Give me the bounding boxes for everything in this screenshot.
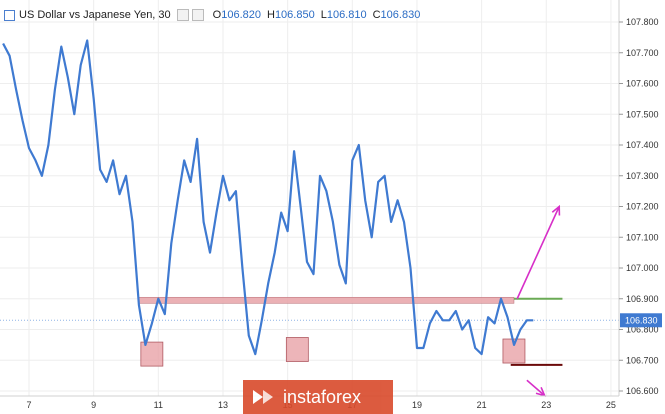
instaforex-logo-icon <box>253 390 273 404</box>
low-value: 106.810 <box>326 9 367 21</box>
settings-icon[interactable] <box>176 9 189 21</box>
current-price-label: 106.830 <box>625 315 658 325</box>
high-value: 106.850 <box>274 9 315 21</box>
x-tick-label: 9 <box>91 400 96 410</box>
y-tick-label: 107.800 <box>626 17 659 27</box>
arrow-up-head <box>551 204 561 216</box>
arrow-annotations <box>510 204 563 397</box>
price-axis[interactable]: 107.800 107.700 107.600 107.500 107.400 107.3… <box>618 0 662 396</box>
y-tick-label: 106.900 <box>626 294 659 304</box>
arrow-up-shaft <box>516 206 560 300</box>
y-tick-label: 107.700 <box>626 48 659 58</box>
x-tick-label: 7 <box>26 400 31 410</box>
chart-legend: US Dollar vs Japanese Yen, 30 O 106.820 H… <box>4 9 420 21</box>
x-tick-label: 19 <box>412 400 422 410</box>
resistance-band <box>138 296 515 304</box>
y-tick-label: 107.000 <box>626 263 659 273</box>
support-box <box>140 341 164 367</box>
price-line <box>2 39 534 356</box>
close-icon[interactable] <box>191 9 204 21</box>
support-annotations <box>138 296 526 367</box>
y-tick-label: 107.500 <box>626 109 659 119</box>
y-tick-label: 107.300 <box>626 171 659 181</box>
x-tick-label: 13 <box>218 400 228 410</box>
open-label: O <box>212 9 222 21</box>
x-tick-label: 11 <box>154 400 163 410</box>
arrow-down-shaft <box>526 379 546 397</box>
instaforex-watermark: instaforex <box>243 380 393 414</box>
x-tick-label: 21 <box>477 400 487 410</box>
y-tick-label: 107.400 <box>626 140 659 150</box>
high-label: H <box>266 9 275 21</box>
series-color-swatch[interactable] <box>4 9 15 21</box>
y-tick-label: 107.600 <box>626 79 659 89</box>
close-label: C <box>372 9 381 21</box>
y-tick-label: 106.600 <box>626 386 659 396</box>
low-label: L <box>320 9 327 21</box>
y-tick-label: 106.700 <box>626 355 659 365</box>
chart-grid <box>0 0 619 396</box>
x-tick-label: 23 <box>541 400 551 410</box>
price-series <box>2 39 534 356</box>
support-box <box>502 338 526 364</box>
y-tick-label: 106.800 <box>626 325 659 335</box>
support-box <box>285 337 309 362</box>
close-value: 106.830 <box>380 9 421 21</box>
x-tick-label: 25 <box>606 400 616 410</box>
watermark-text: instaforex <box>283 386 362 407</box>
current-price-tag <box>620 313 662 328</box>
y-tick-label: 107.200 <box>626 202 659 212</box>
open-value: 106.820 <box>221 9 261 21</box>
symbol-title: US Dollar vs Japanese Yen, 30 <box>19 9 171 21</box>
y-tick-label: 107.100 <box>626 232 659 242</box>
